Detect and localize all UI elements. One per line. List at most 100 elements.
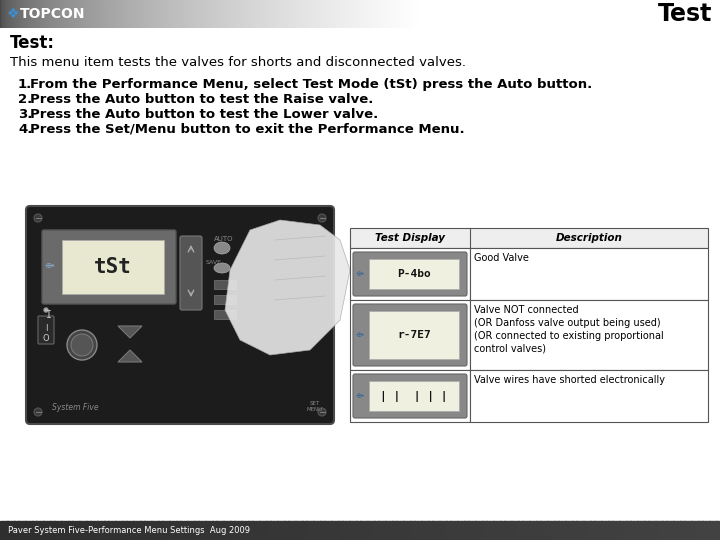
Bar xyxy=(280,0,282,28)
Bar xyxy=(53,0,55,28)
Text: ⟴: ⟴ xyxy=(356,332,364,338)
Bar xyxy=(171,0,173,28)
Bar xyxy=(63,0,65,28)
Bar xyxy=(256,0,258,28)
Bar xyxy=(396,521,400,540)
FancyBboxPatch shape xyxy=(180,236,202,310)
Bar xyxy=(436,521,440,540)
Bar xyxy=(62,0,63,28)
Bar xyxy=(212,521,217,540)
Bar xyxy=(371,0,372,28)
Bar xyxy=(346,0,348,28)
Bar xyxy=(305,0,306,28)
Text: Valve wires have shorted electronically: Valve wires have shorted electronically xyxy=(474,375,665,385)
Bar xyxy=(272,0,274,28)
Bar xyxy=(30,0,32,28)
Bar xyxy=(292,0,294,28)
Bar xyxy=(17,0,18,28)
Bar xyxy=(328,0,329,28)
Bar xyxy=(101,521,105,540)
Bar xyxy=(275,0,276,28)
Bar xyxy=(1,0,3,28)
Bar xyxy=(216,521,220,540)
Bar xyxy=(392,521,397,540)
Bar xyxy=(293,0,294,28)
Bar xyxy=(238,0,240,28)
Bar xyxy=(199,0,201,28)
Bar xyxy=(691,521,696,540)
Bar xyxy=(107,0,109,28)
Bar xyxy=(209,521,213,540)
Bar xyxy=(6,0,8,28)
Bar xyxy=(382,0,384,28)
Bar xyxy=(387,0,388,28)
Bar xyxy=(65,0,67,28)
Bar xyxy=(702,521,706,540)
Bar xyxy=(59,0,60,28)
Bar xyxy=(344,0,346,28)
Bar xyxy=(551,521,555,540)
Bar xyxy=(313,0,315,28)
Bar xyxy=(274,0,276,28)
Bar xyxy=(395,0,396,28)
Bar xyxy=(146,0,148,28)
Bar xyxy=(302,521,307,540)
Text: 4.: 4. xyxy=(18,123,32,136)
Bar xyxy=(174,0,176,28)
Bar xyxy=(327,0,328,28)
Bar xyxy=(225,0,226,28)
Bar xyxy=(117,0,119,28)
Bar xyxy=(270,521,274,540)
Bar xyxy=(124,0,125,28)
Bar xyxy=(185,0,186,28)
Bar xyxy=(619,521,624,540)
Bar xyxy=(432,521,436,540)
Bar xyxy=(680,521,685,540)
Bar xyxy=(32,0,33,28)
Text: | |  | | |: | | | | | xyxy=(380,390,448,402)
Bar xyxy=(229,0,230,28)
Bar xyxy=(13,0,14,28)
Bar xyxy=(32,521,37,540)
Bar xyxy=(198,521,202,540)
Bar xyxy=(151,521,156,540)
Bar xyxy=(64,0,66,28)
Bar xyxy=(353,521,357,540)
Bar xyxy=(207,0,208,28)
Bar xyxy=(323,0,324,28)
Bar xyxy=(292,521,296,540)
Bar xyxy=(623,521,627,540)
Bar xyxy=(269,0,270,28)
Bar xyxy=(238,0,239,28)
Bar xyxy=(310,0,311,28)
Text: From the Performance Menu, select Test Mode (tSt) press the Auto button.: From the Performance Menu, select Test M… xyxy=(30,78,593,91)
Bar xyxy=(227,0,228,28)
Bar xyxy=(7,521,12,540)
Bar xyxy=(307,0,308,28)
Bar xyxy=(404,0,406,28)
Bar xyxy=(282,0,283,28)
Bar xyxy=(376,0,377,28)
Bar xyxy=(94,521,98,540)
Bar xyxy=(42,0,43,28)
Bar xyxy=(558,521,562,540)
Bar xyxy=(419,0,420,28)
Bar xyxy=(695,521,699,540)
Bar xyxy=(365,0,367,28)
FancyBboxPatch shape xyxy=(42,230,176,304)
Bar xyxy=(369,0,371,28)
Bar xyxy=(594,521,598,540)
Bar xyxy=(184,0,185,28)
Polygon shape xyxy=(225,220,350,355)
Bar xyxy=(311,0,312,28)
Bar xyxy=(25,521,30,540)
Bar xyxy=(197,0,198,28)
Bar xyxy=(355,0,356,28)
Bar xyxy=(673,521,678,540)
Bar xyxy=(109,0,111,28)
Bar xyxy=(580,521,584,540)
Bar xyxy=(408,0,410,28)
Bar xyxy=(101,0,102,28)
Bar xyxy=(688,521,692,540)
Bar xyxy=(253,0,255,28)
